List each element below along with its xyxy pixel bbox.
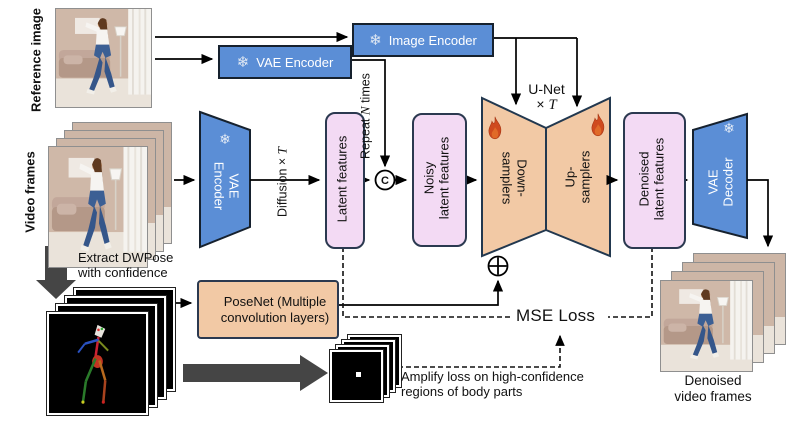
reference-photo-art <box>56 9 151 107</box>
arrow-vae-encoder-to-concat <box>348 59 391 168</box>
frozen-icon: ❄ <box>219 131 231 147</box>
unet-label: U-Net × T <box>528 81 565 114</box>
frozen-icon: ❄ <box>723 120 735 136</box>
upsamplers-trapezoid <box>545 96 611 258</box>
vae-encoder-box-label: VAE Encoder <box>256 54 334 70</box>
denoised-video-frames-label: Denoised video frames <box>674 373 752 404</box>
image-encoder-box-label: Image Encoder <box>388 32 477 48</box>
dashed-denoised-to-mse <box>608 247 653 318</box>
add-icon <box>487 255 509 277</box>
pose-to-mask-arrow <box>183 355 328 391</box>
mask-dot <box>356 372 361 377</box>
dashed-connectors <box>342 247 653 368</box>
frozen-icon: ❄ <box>369 31 382 49</box>
frozen-icon: ❄ <box>236 53 250 71</box>
video-frame-art <box>49 147 147 267</box>
dashed-mask-to-mse <box>398 334 565 368</box>
arrow-posenet-to-add <box>335 279 504 306</box>
latent-features-box <box>325 112 365 249</box>
reference-image <box>55 8 152 108</box>
amplify-loss-label: Amplify loss on high-confidence regions … <box>401 369 584 400</box>
concat-icon <box>374 169 396 191</box>
pose-frame <box>46 311 149 416</box>
posenet-label: PoseNet (Multiple convolution layers) <box>220 293 330 325</box>
image-encoder-box: ❄ Image Encoder <box>352 23 494 57</box>
denoised-frame-art <box>661 281 752 371</box>
noisy-latent-features-box <box>412 113 467 247</box>
posenet-box: PoseNet (Multiple convolution layers) <box>197 280 339 339</box>
denoised-frame <box>660 280 753 372</box>
dashed-latent-to-mse <box>342 247 512 318</box>
vae-decoder-trapezoid <box>692 112 748 240</box>
mse-loss-label: MSE Loss <box>516 306 596 325</box>
vae-encoder-trapezoid <box>199 110 251 249</box>
mask-frame <box>329 349 384 403</box>
pose-skeleton-art <box>49 314 146 413</box>
arrow-decoder-to-frames <box>747 179 774 248</box>
vae-encoder-box: ❄ VAE Encoder <box>218 45 352 79</box>
video-frame <box>48 146 148 268</box>
extract-dwpose-label: Extract DWPose with confidence <box>78 250 174 281</box>
denoised-latent-features-box <box>623 112 686 249</box>
